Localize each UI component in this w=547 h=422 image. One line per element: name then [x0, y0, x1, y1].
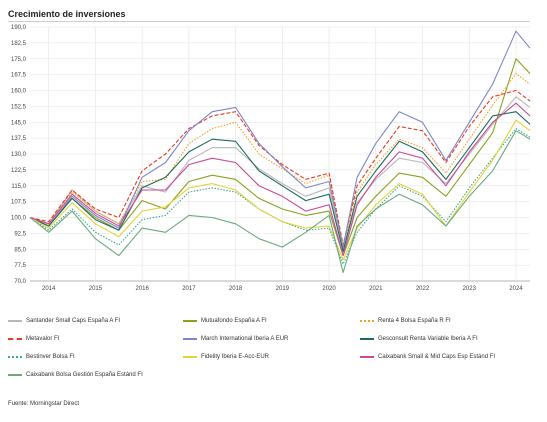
- legend-swatch: [8, 320, 22, 322]
- legend-label: Renta 4 Bolsa España R FI: [378, 318, 451, 324]
- title-divider: [8, 21, 530, 22]
- y-tick-label: 107,5: [11, 200, 27, 206]
- y-tick-label: 190,0: [11, 25, 27, 31]
- source-note: Fuente: Morningstar Direct: [8, 401, 80, 407]
- legend-swatch: [183, 356, 197, 358]
- x-tick-label: 2014: [42, 286, 56, 292]
- grid: [30, 26, 530, 282]
- line-chart: 70,0 77,5 85,0 92,5 100,0 107,5 115,0 122,5 130,…: [11, 25, 531, 292]
- legend-item: Metavalor FI: [8, 336, 59, 342]
- legend-label: Mutuafondo España A FI: [201, 318, 267, 324]
- series-line-8: [29, 119, 531, 261]
- y-tick-label: 122,5: [11, 168, 27, 174]
- series-line-10: [29, 130, 531, 274]
- legend-swatch: [183, 320, 197, 322]
- legend-swatch: [360, 320, 374, 322]
- x-tick-label: 2018: [229, 286, 243, 292]
- x-tick-label: 2023: [463, 286, 477, 292]
- legend-label: Metavalor FI: [26, 336, 60, 342]
- legend-swatch: [360, 338, 374, 340]
- legend-label: Caixabank Bolsa Gestión España Estánd FI: [26, 372, 143, 378]
- series-line-3: [29, 73, 531, 248]
- y-tick-label: 160,0: [11, 89, 27, 95]
- x-tick-label: 2019: [276, 286, 290, 292]
- x-axis-ticks: 2014 2015 2016 2017 2018 2019 2020 2021 2022 2023…: [42, 286, 523, 292]
- chart-title: Crecimiento de inversiones: [8, 9, 126, 19]
- y-tick-label: 92,5: [14, 231, 26, 237]
- series-line-4: [29, 89, 531, 246]
- y-tick-label: 182,5: [11, 41, 27, 47]
- y-tick-label: 167,5: [11, 73, 27, 79]
- legend-item: Caixabank Bolsa Gestión España Estánd FI: [8, 372, 143, 378]
- series-line-1: [29, 96, 531, 252]
- legend-item: Renta 4 Bolsa España R FI: [360, 318, 451, 324]
- legend-label: Caixabank Small & Mid Caps Esp Estánd FI: [378, 354, 496, 360]
- x-tick-label: 2016: [135, 286, 149, 292]
- legend-item: March International Iberia A EUR: [183, 336, 288, 342]
- y-tick-label: 85,0: [14, 247, 26, 253]
- legend-item: Bestinver Bolsa FI: [8, 354, 75, 360]
- legend-label: March International Iberia A EUR: [201, 336, 289, 342]
- legend-swatch: [8, 374, 22, 376]
- legend-swatch: [183, 338, 197, 340]
- x-tick-label: 2020: [322, 286, 336, 292]
- legend-label: Santander Small Caps España A FI: [26, 318, 121, 324]
- x-tick-label: 2015: [89, 286, 103, 292]
- series-line-5: [29, 30, 531, 248]
- legend-label: Bestinver Bolsa FI: [26, 354, 75, 360]
- series-line-6: [29, 111, 531, 252]
- y-tick-label: 70,0: [14, 279, 26, 285]
- y-tick-label: 145,0: [11, 120, 27, 126]
- legend-swatch: [8, 338, 22, 340]
- series-lines: [29, 30, 531, 274]
- y-tick-label: 100,0: [11, 216, 27, 222]
- x-tick-label: 2024: [509, 286, 523, 292]
- y-tick-label: 115,0: [11, 184, 26, 190]
- legend-item: Caixabank Small & Mid Caps Esp Estánd FI: [360, 354, 495, 360]
- legend-item: Fidelity Iberia E-Acc-EUR: [183, 354, 269, 360]
- legend-swatch: [8, 356, 22, 358]
- y-tick-label: 130,0: [11, 152, 27, 158]
- x-tick-label: 2022: [416, 286, 430, 292]
- y-tick-label: 137,5: [11, 136, 27, 142]
- series-line-9: [29, 102, 531, 257]
- y-tick-label: 77,5: [14, 263, 26, 269]
- x-tick-label: 2021: [369, 286, 383, 292]
- y-tick-label: 152,5: [11, 104, 27, 110]
- legend-item: Santander Small Caps España A FI: [8, 318, 120, 324]
- legend-swatch: [360, 356, 374, 358]
- x-tick-label: 2017: [182, 286, 196, 292]
- legend-item: Mutuafondo España A FI: [183, 318, 267, 324]
- series-line-7: [29, 128, 531, 265]
- legend-item: Gesconsult Renta Variable Iberia A FI: [360, 336, 478, 342]
- series-line-2: [29, 58, 531, 257]
- legend-label: Gesconsult Renta Variable Iberia A FI: [378, 336, 478, 342]
- legend-label: Fidelity Iberia E-Acc-EUR: [201, 354, 270, 360]
- y-tick-label: 175,0: [11, 57, 27, 63]
- y-axis-ticks: 70,0 77,5 85,0 92,5 100,0 107,5 115,0 122,5 130,…: [11, 25, 27, 285]
